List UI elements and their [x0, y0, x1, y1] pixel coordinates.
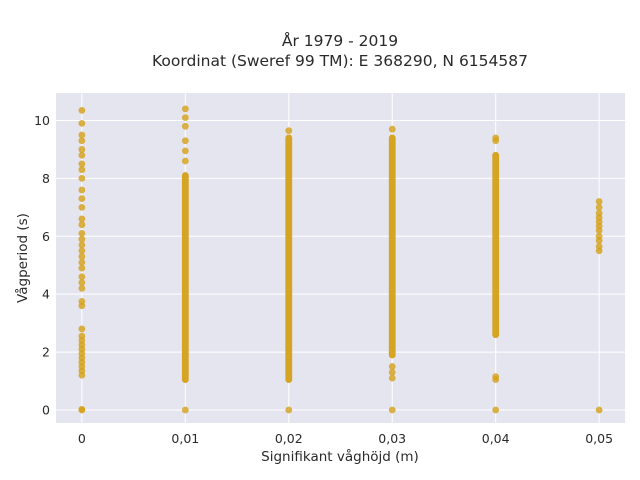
data-points: [78, 105, 603, 414]
x-tick-label: 0: [78, 431, 86, 446]
data-point: [78, 137, 86, 145]
data-point: [595, 232, 603, 240]
data-point: [78, 151, 86, 159]
data-point: [78, 405, 86, 413]
data-point: [181, 122, 189, 130]
data-point: [78, 325, 86, 333]
data-point: [78, 221, 86, 229]
data-point: [388, 374, 396, 382]
data-point: [595, 209, 603, 217]
data-point: [78, 298, 86, 305]
data-point: [78, 186, 86, 194]
data-point: [78, 106, 86, 114]
y-tick-label: 8: [42, 171, 50, 186]
y-tick-label: 2: [42, 345, 50, 360]
data-point: [78, 273, 86, 281]
data-point: [492, 134, 500, 142]
data-point: [78, 253, 86, 260]
data-point: [181, 147, 189, 155]
x-tick-label: 0,05: [585, 431, 613, 446]
x-tick-label: 0,01: [171, 431, 199, 446]
y-tick-label: 6: [42, 229, 50, 244]
data-point: [388, 406, 396, 414]
data-point: [78, 258, 86, 266]
data-point: [595, 243, 603, 250]
x-tick-label: 0,03: [378, 431, 406, 446]
data-point: [595, 198, 603, 205]
data-point: [492, 406, 500, 414]
data-point: [78, 119, 86, 127]
data-point: [595, 203, 603, 211]
y-tick-label: 10: [34, 113, 50, 128]
data-point: [285, 406, 293, 414]
dense-point-column: [388, 134, 396, 359]
chart-title-line-1: År 1979 - 2019: [282, 31, 398, 50]
data-point: [181, 157, 189, 165]
y-axis-label: Vågperiod (s): [14, 213, 31, 303]
data-point: [181, 406, 189, 414]
data-point: [78, 203, 86, 211]
data-point: [181, 105, 189, 113]
data-point: [78, 284, 86, 292]
data-point: [78, 279, 86, 287]
data-point: [78, 241, 86, 249]
plot-area: [56, 93, 625, 423]
y-tick-labels: 0 2 4 6 8 10: [34, 113, 50, 417]
data-point: [388, 363, 396, 370]
data-point: [78, 332, 86, 340]
data-point: [388, 368, 396, 376]
dense-point-column: [492, 151, 500, 339]
dense-point-column: [181, 172, 189, 383]
data-point: [78, 160, 86, 168]
data-point: [78, 229, 86, 237]
dense-point-column: [285, 134, 293, 383]
x-axis-label: Signifikant våghöjd (m): [261, 448, 419, 465]
data-point: [78, 235, 86, 243]
data-point: [78, 174, 86, 182]
data-point: [181, 114, 189, 122]
data-point: [78, 264, 86, 272]
x-tick-label: 0,04: [482, 431, 510, 446]
data-point: [78, 247, 86, 255]
y-tick-label: 0: [42, 402, 50, 417]
data-point: [285, 127, 293, 135]
x-tick-label: 0,02: [275, 431, 303, 446]
data-point: [78, 215, 86, 223]
x-tick-labels: 0 0,01 0,02 0,03 0,04 0,05: [78, 431, 613, 446]
chart-title-line-2: Koordinat (Sweref 99 TM): E 368290, N 61…: [152, 52, 528, 70]
data-point: [595, 406, 603, 414]
data-point: [388, 125, 396, 133]
data-point: [78, 146, 86, 153]
y-tick-label: 4: [42, 287, 50, 302]
data-point: [181, 137, 189, 145]
data-point: [78, 131, 86, 139]
data-point: [78, 195, 86, 203]
data-point: [78, 166, 86, 174]
data-point: [492, 373, 500, 381]
